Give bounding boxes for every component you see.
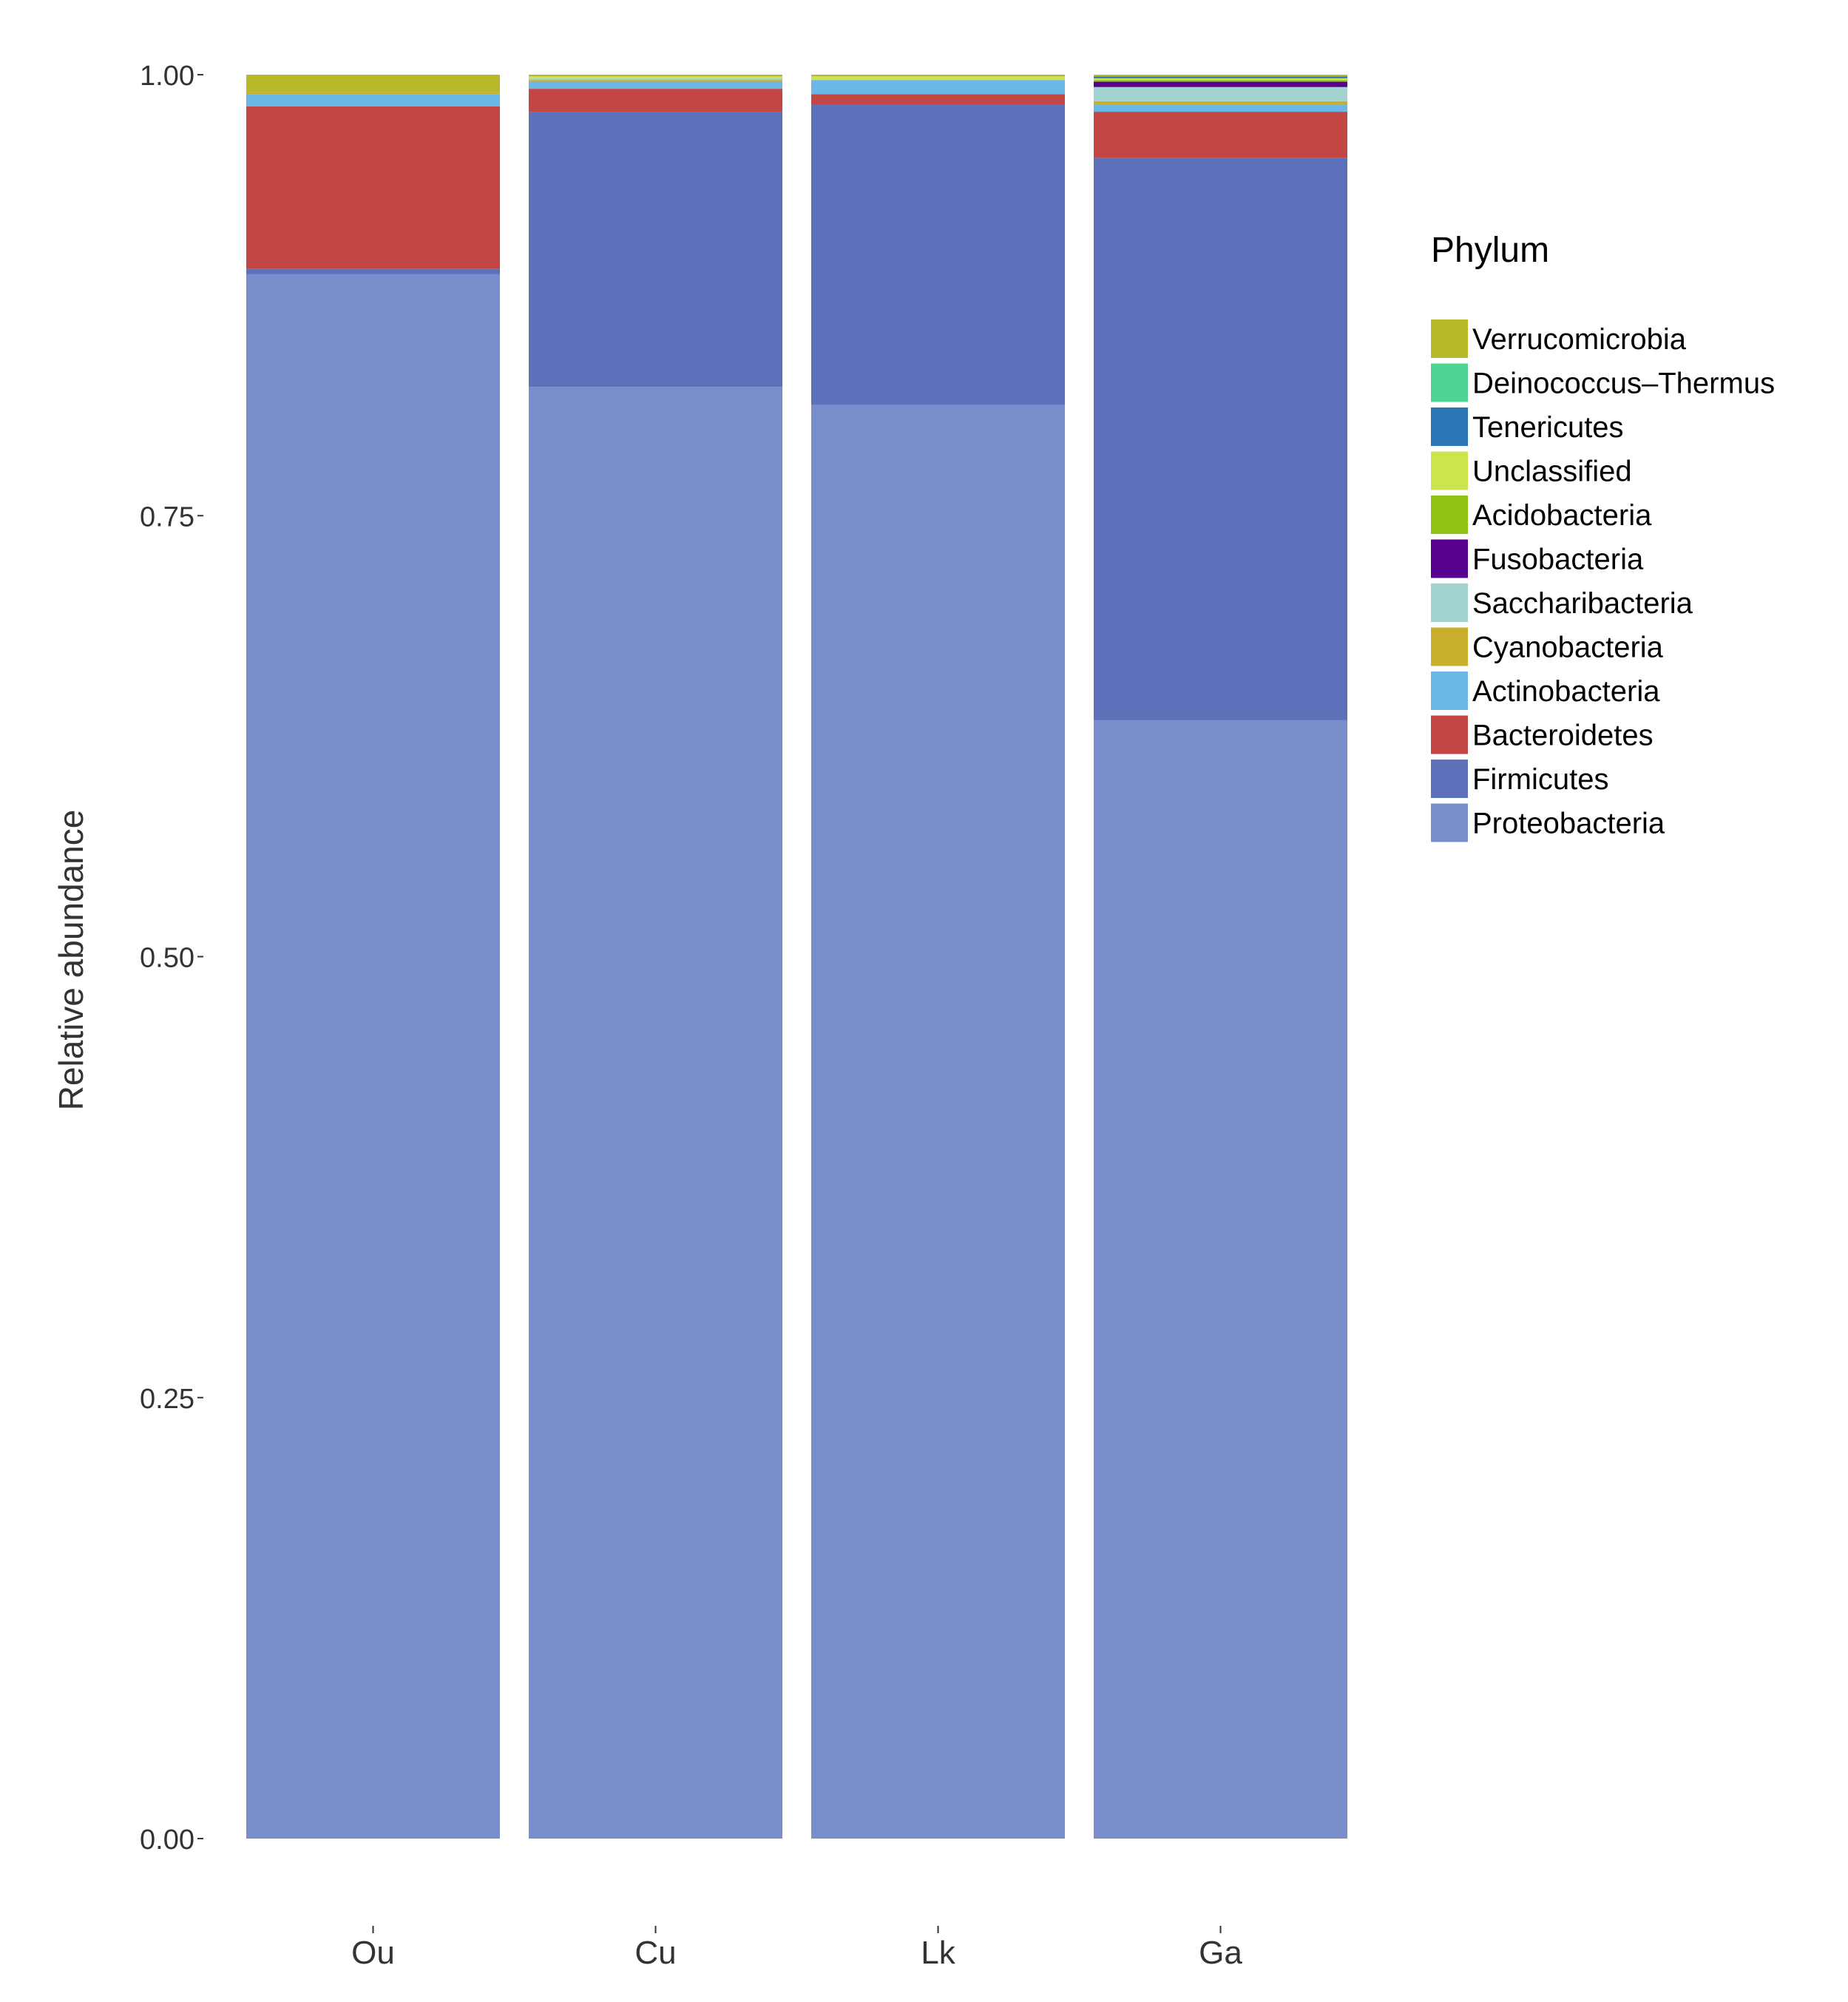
x-tick-label: Cu xyxy=(634,1935,676,1971)
legend-key xyxy=(1431,496,1468,534)
bar-segment-ga-fusobacteria xyxy=(1094,81,1347,87)
legend-key xyxy=(1431,539,1468,578)
bar-segment-ga-proteobacteria xyxy=(1094,720,1347,1839)
bar-segment-lk-actinobacteria xyxy=(811,80,1065,95)
bar-segment-cu-unclassified xyxy=(529,76,782,78)
bar-segment-ga-unclassified xyxy=(1094,78,1347,81)
bar-segment-cu-actinobacteria xyxy=(529,81,782,89)
legend-item: Verrucomicrobia xyxy=(1431,319,1687,358)
bar-segment-cu-proteobacteria xyxy=(529,387,782,1839)
y-tick-label: 0.50 xyxy=(140,943,194,974)
x-axis: Ou Cu Lk Ga xyxy=(351,1926,1242,1971)
bar-group-lk xyxy=(811,75,1065,1839)
legend-label: Bacteroidetes xyxy=(1472,720,1654,752)
legend-label: Tenericutes xyxy=(1472,411,1624,444)
bar-segment-ga-firmicutes xyxy=(1094,158,1347,720)
x-tick-label: Ou xyxy=(351,1935,395,1971)
legend-key xyxy=(1431,627,1468,666)
legend-key xyxy=(1431,715,1468,754)
legend-key xyxy=(1431,803,1468,842)
bar-segment-ou-cyanobacteria xyxy=(246,92,500,95)
y-axis: 0.00 0.25 0.50 0.75 1.00 xyxy=(140,61,203,1856)
bar-segment-lk-bacteroidetes xyxy=(811,94,1065,105)
legend-item: Unclassified xyxy=(1431,451,1632,490)
bar-group-ga xyxy=(1094,75,1347,1839)
legend-item: Firmicutes xyxy=(1431,760,1608,798)
legend: Phylum Verrucomicrobia Deinococcus–Thermu… xyxy=(1431,231,1775,842)
bar-segment-lk-verrucomicrobia xyxy=(811,75,1065,77)
bar-segment-cu-bacteroidetes xyxy=(529,89,782,112)
legend-label: Deinococcus–Thermus xyxy=(1472,368,1775,400)
legend-label: Cyanobacteria xyxy=(1472,632,1664,664)
bar-group-cu xyxy=(529,75,782,1839)
y-tick-label: 1.00 xyxy=(140,61,194,92)
legend-item: Acidobacteria xyxy=(1431,496,1652,534)
bar-segment-ou-firmicutes xyxy=(246,268,500,274)
bar-segment-cu-firmicutes xyxy=(529,112,782,388)
legend-label: Fusobacteria xyxy=(1472,544,1644,576)
legend-label: Actinobacteria xyxy=(1472,675,1660,708)
legend-item: Cyanobacteria xyxy=(1431,627,1664,666)
x-tick-label: Lk xyxy=(921,1935,955,1971)
legend-item: Bacteroidetes xyxy=(1431,715,1654,754)
legend-item: Actinobacteria xyxy=(1431,672,1660,710)
legend-label: Proteobacteria xyxy=(1472,808,1665,840)
bar-segment-ga-bacteroidetes xyxy=(1094,112,1347,158)
legend-title: Phylum xyxy=(1431,231,1549,270)
y-tick-label: 0.25 xyxy=(140,1384,194,1415)
legend-key xyxy=(1431,672,1468,710)
legend-item: Tenericutes xyxy=(1431,407,1624,446)
bar-segment-ou-actinobacteria xyxy=(246,94,500,106)
legend-key xyxy=(1431,451,1468,490)
legend-label: Verrucomicrobia xyxy=(1472,323,1687,356)
legend-item: Deinococcus–Thermus xyxy=(1431,363,1775,402)
bar-segment-ou-proteobacteria xyxy=(246,274,500,1839)
legend-items: Verrucomicrobia Deinococcus–Thermus Teneri… xyxy=(1431,319,1775,842)
bar-segment-lk-firmicutes xyxy=(811,104,1065,405)
bar-segment-ga-verrucomicrobia xyxy=(1094,75,1347,77)
legend-label: Firmicutes xyxy=(1472,763,1608,796)
legend-label: Unclassified xyxy=(1472,456,1632,488)
bar-segment-cu-cyanobacteria xyxy=(529,80,782,82)
bar-segment-ou-bacteroidetes xyxy=(246,106,500,269)
y-tick-label: 0.75 xyxy=(140,501,194,532)
legend-key xyxy=(1431,760,1468,798)
legend-item: Proteobacteria xyxy=(1431,803,1665,842)
bar-segment-cu-verrucomicrobia xyxy=(529,75,782,77)
legend-label: Acidobacteria xyxy=(1472,499,1652,532)
bar-segment-lk-unclassified xyxy=(811,76,1065,81)
bar-segment-ga-cyanobacteria xyxy=(1094,101,1347,105)
legend-key xyxy=(1431,319,1468,358)
legend-key xyxy=(1431,407,1468,446)
bar-segment-cu-saccharibacteria xyxy=(529,78,782,81)
legend-key xyxy=(1431,363,1468,402)
bar-segment-ga-acidobacteria xyxy=(1094,80,1347,82)
x-tick-label: Ga xyxy=(1199,1935,1242,1971)
plot-area xyxy=(246,75,1347,1839)
legend-label: Saccharibacteria xyxy=(1472,587,1693,620)
bar-group-ou xyxy=(246,75,500,1839)
y-axis-title: Relative abundance xyxy=(52,810,90,1111)
bar-segment-ga-saccharibacteria xyxy=(1094,87,1347,101)
bar-segment-lk-proteobacteria xyxy=(811,404,1065,1839)
bar-segment-ou-verrucomicrobia xyxy=(246,75,500,92)
bar-segment-ga-tenericutes xyxy=(1094,76,1347,78)
bar-segment-ga-actinobacteria xyxy=(1094,104,1347,112)
legend-key xyxy=(1431,584,1468,622)
legend-item: Fusobacteria xyxy=(1431,539,1644,578)
y-tick-label: 0.00 xyxy=(140,1825,194,1856)
legend-item: Saccharibacteria xyxy=(1431,584,1693,622)
